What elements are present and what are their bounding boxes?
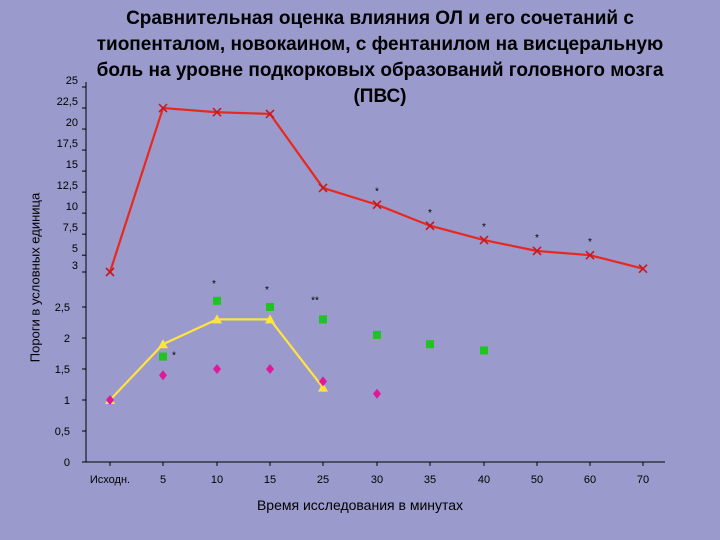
y-tick-label: 0,5 <box>55 426 70 438</box>
y-tick-label: 2 <box>64 333 70 345</box>
x-tick-label: 5 <box>160 474 166 486</box>
y-tick-label: 1 <box>64 395 70 407</box>
significance-mark: * <box>172 351 176 362</box>
data-point-x <box>425 221 435 231</box>
y-tick-label: 20 <box>66 117 78 129</box>
data-point-triangle <box>318 382 328 392</box>
x-axis-label: Время исследования в минутах <box>256 497 464 513</box>
y-tick-label: 5 <box>72 243 78 255</box>
data-point-x <box>158 103 168 113</box>
data-point-x <box>265 109 275 119</box>
significance-mark: * <box>212 279 216 290</box>
data-point-x <box>372 200 382 210</box>
data-point-square <box>480 346 488 355</box>
data-point-triangle <box>212 314 222 324</box>
data-point-x <box>585 250 595 260</box>
significance-mark: ** <box>311 295 319 306</box>
data-point-x <box>638 264 648 274</box>
chart-title: Сравнительная оценка влияния ОЛ и его со… <box>96 8 664 107</box>
data-point-x <box>212 107 222 117</box>
significance-mark: * <box>588 237 592 248</box>
data-point-square <box>213 296 221 305</box>
y-tick-label: 15 <box>66 159 78 171</box>
data-point-diamond <box>373 388 381 399</box>
data-point-x <box>479 235 489 245</box>
y-tick-label: 2,5 <box>55 302 70 314</box>
significance-mark: * <box>482 222 486 233</box>
data-point-square <box>266 303 274 311</box>
data-point-square <box>426 340 434 349</box>
y-tick-label: 7,5 <box>63 222 78 234</box>
data-point-square <box>319 315 327 324</box>
y-tick-label: 0 <box>64 457 70 469</box>
y-tick-label: 25 <box>66 75 78 87</box>
significance-mark: * <box>375 187 379 198</box>
data-point-square <box>159 352 167 361</box>
x-tick-label: 50 <box>531 474 543 486</box>
x-tick-label: 10 <box>211 474 223 486</box>
series-line <box>109 318 324 401</box>
y-tick-label: 12,5 <box>57 180 78 192</box>
x-tick-label: 70 <box>637 474 649 486</box>
x-tick-label: 15 <box>264 474 276 486</box>
x-tick-label: 25 <box>317 474 329 486</box>
data-point-diamond <box>319 376 327 387</box>
data-point-diamond <box>106 395 114 405</box>
data-point-x <box>105 267 115 277</box>
y-tick-label: 1,5 <box>55 364 70 376</box>
y-tick-label: 22,5 <box>57 96 78 108</box>
significance-mark: * <box>265 285 269 296</box>
y-tick-label: 17,5 <box>57 138 78 150</box>
data-point-x <box>318 183 328 193</box>
x-tick-label: 40 <box>478 474 490 486</box>
data-point-triangle <box>158 339 168 349</box>
x-tick-label: Исходн. <box>90 474 130 486</box>
data-point-diamond <box>266 364 274 374</box>
data-point-diamond <box>159 370 167 381</box>
y-tick-label: 3 <box>72 260 78 272</box>
data-point-square <box>373 330 381 339</box>
y-tick-label: 10 <box>66 201 78 213</box>
x-tick-label: 30 <box>371 474 383 486</box>
data-point-diamond <box>213 364 221 374</box>
x-tick-label: 35 <box>424 474 436 486</box>
x-tick-label: 60 <box>584 474 596 486</box>
data-point-triangle <box>265 314 275 324</box>
significance-mark: * <box>428 208 432 219</box>
significance-mark: * <box>535 233 539 244</box>
data-point-x <box>532 246 542 256</box>
